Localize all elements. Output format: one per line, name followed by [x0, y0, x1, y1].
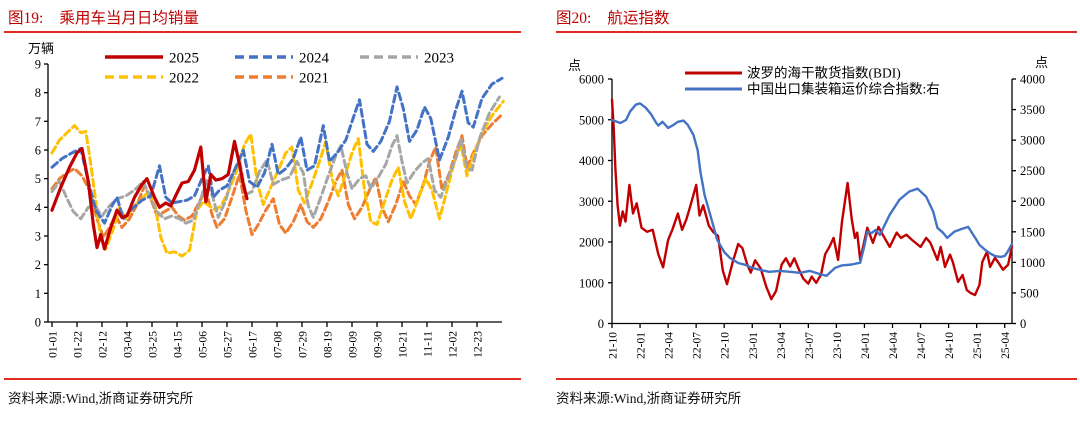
figure20-panel: 图20: 航运指数 0 1000 2000 3000 4000 5000 6000 0 500 10…: [556, 0, 1077, 424]
figure20-title-rule: [556, 31, 1077, 33]
legend-label-2022: 2022: [169, 71, 199, 87]
x-tick-label: 02-12: [98, 331, 110, 358]
series-line-波罗的海干散货指数(BDI): [610, 98, 1014, 301]
figure20-label: 图20:: [556, 10, 592, 27]
x-tick-label: 08-19: [323, 331, 335, 358]
x-tick-label: 07-29: [298, 331, 310, 358]
x-tick-label: 22-10: [720, 332, 732, 359]
figure19-title-text: 乘用车当月日均销量: [59, 10, 199, 27]
right-y-tick-label: 3000: [1020, 134, 1045, 148]
left-y-tick-label: 4000: [579, 154, 604, 168]
y-tick-label: 9: [35, 57, 41, 71]
left-y-tick-label: 3000: [579, 195, 604, 209]
x-tick-label: 22-07: [692, 332, 704, 359]
x-tick-label: 09-30: [373, 331, 385, 358]
figure19-title-rule: [4, 31, 521, 33]
right-y-tick-label: 1500: [1020, 225, 1045, 239]
legend-label-波罗的海干散货指数(BDI): 波罗的海干散货指数(BDI): [747, 65, 901, 81]
y-tick-label: 5: [35, 172, 41, 186]
y-tick-label: 7: [35, 115, 41, 129]
left-y-tick-label: 0: [598, 317, 604, 331]
right-y-tick-label: 3500: [1020, 103, 1045, 117]
x-tick-label: 23-10: [832, 332, 844, 359]
figure19-title: 图19: 乘用车当月日均销量: [8, 6, 199, 28]
x-tick-label: 24-01: [860, 332, 872, 359]
x-tick-label: 22-01: [636, 332, 648, 359]
x-tick-label: 22-04: [664, 332, 676, 359]
figure19-chart: 0 1 2 3 4 5 6 7 8 9 01-01 01-22 02-12 03-04 03-25 04-15…: [28, 41, 505, 358]
legend-label-中国出口集装箱运价综合指数:右: 中国出口集装箱运价综合指数:右: [747, 82, 940, 97]
y-tick-label: 3: [35, 229, 41, 243]
legend-label-2023: 2023: [424, 51, 454, 67]
y-tick-label: 4: [35, 201, 42, 215]
series-line-2025: [50, 139, 249, 251]
x-tick-label: 25-04: [1000, 332, 1012, 359]
x-tick-label: 25-01: [972, 332, 984, 359]
figure20-source-rule: [556, 378, 1077, 380]
legend-label-2024: 2024: [299, 51, 330, 67]
right-y-tick-label: 2000: [1020, 195, 1045, 209]
y-tick-label: 1: [35, 287, 41, 301]
legend-label-2025: 2025: [169, 51, 199, 67]
x-tick-label: 24-07: [916, 332, 928, 359]
figure19-label: 图19:: [8, 10, 44, 27]
right-y-tick-label: 2500: [1020, 164, 1045, 178]
y-tick-label: 2: [35, 258, 41, 272]
right-y-tick-label: 0: [1020, 317, 1026, 331]
y-tick-label: 0: [35, 316, 41, 330]
y-tick-label: 8: [35, 86, 41, 100]
x-tick-label: 06-17: [248, 331, 260, 358]
left-y-tick-label: 6000: [579, 73, 604, 87]
left-y-tick-label: 5000: [579, 113, 604, 127]
series-line-2023: [50, 95, 501, 225]
x-tick-label: 11-11: [423, 331, 435, 357]
figure20-chart: 0 1000 2000 3000 4000 5000 6000 0 500 1000 1500 200…: [568, 55, 1048, 359]
legend-label-2021: 2021: [299, 71, 329, 87]
y-axis-unit-label: 万辆: [28, 41, 54, 56]
x-tick-label: 01-22: [73, 331, 85, 358]
figure20-title-text: 航运指数: [607, 10, 670, 27]
x-tick-label: 10-21: [398, 331, 410, 358]
x-tick-label: 23-07: [804, 332, 816, 359]
x-tick-label: 09-09: [348, 331, 360, 358]
figure19-panel: 图19: 乘用车当月日均销量 0 1 2 3 4 5 6 7 8 9 01-01 01-22 02-12 0…: [4, 0, 521, 424]
x-tick-label: 04-15: [173, 331, 185, 358]
x-tick-label: 24-04: [888, 332, 900, 359]
x-tick-label: 03-04: [123, 331, 135, 358]
left-axis-unit-label: 点: [568, 58, 581, 73]
right-axis-unit-label: 点: [1035, 55, 1048, 70]
x-tick-label: 07-08: [273, 331, 285, 358]
x-tick-label: 03-25: [148, 331, 160, 358]
right-y-tick-label: 1000: [1020, 256, 1045, 270]
series-line-中国出口集装箱运价综合指数:右: [610, 102, 1014, 277]
x-tick-label: 05-06: [198, 331, 210, 358]
figure19-source: 资料来源:Wind,浙商证券研究所: [8, 391, 194, 406]
left-y-tick-label: 2000: [579, 236, 604, 250]
right-y-tick-label: 500: [1020, 286, 1039, 300]
x-tick-label: 12-23: [473, 331, 485, 358]
figure20-title: 图20: 航运指数: [556, 6, 669, 28]
series-line-2024: [50, 76, 504, 225]
figure20-source: 资料来源:Wind,浙商证券研究所: [556, 391, 742, 406]
x-tick-label: 21-10: [608, 332, 620, 359]
x-tick-label: 23-04: [776, 332, 788, 359]
x-tick-label: 12-02: [448, 331, 460, 358]
x-tick-label: 05-27: [223, 331, 235, 358]
series-line-2022: [50, 99, 505, 258]
left-y-tick-label: 1000: [579, 276, 604, 290]
x-tick-label: 01-01: [48, 331, 60, 358]
y-tick-label: 6: [35, 143, 41, 157]
x-tick-label: 23-01: [748, 332, 760, 359]
x-tick-label: 24-10: [944, 332, 956, 359]
figure19-source-rule: [4, 378, 521, 380]
right-y-tick-label: 4000: [1020, 73, 1045, 87]
